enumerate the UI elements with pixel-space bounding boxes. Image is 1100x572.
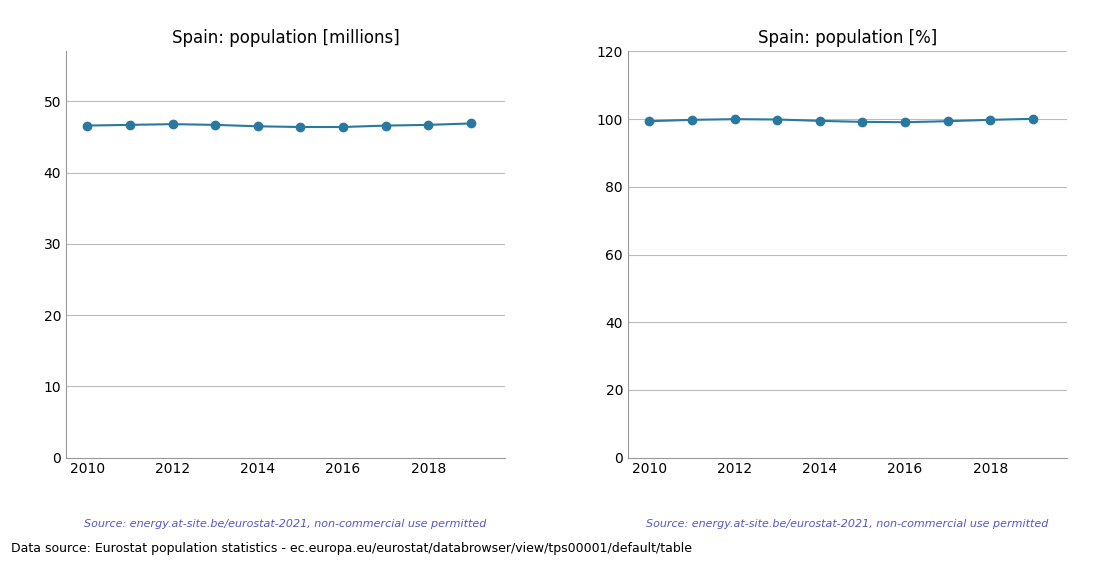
- Text: Source: energy.at-site.be/eurostat-2021, non-commercial use permitted: Source: energy.at-site.be/eurostat-2021,…: [647, 518, 1048, 529]
- Text: Data source: Eurostat population statistics - ec.europa.eu/eurostat/databrowser/: Data source: Eurostat population statist…: [11, 542, 692, 555]
- Title: Spain: population [millions]: Spain: population [millions]: [172, 29, 399, 47]
- Title: Spain: population [%]: Spain: population [%]: [758, 29, 937, 47]
- Text: Source: energy.at-site.be/eurostat-2021, non-commercial use permitted: Source: energy.at-site.be/eurostat-2021,…: [85, 518, 486, 529]
